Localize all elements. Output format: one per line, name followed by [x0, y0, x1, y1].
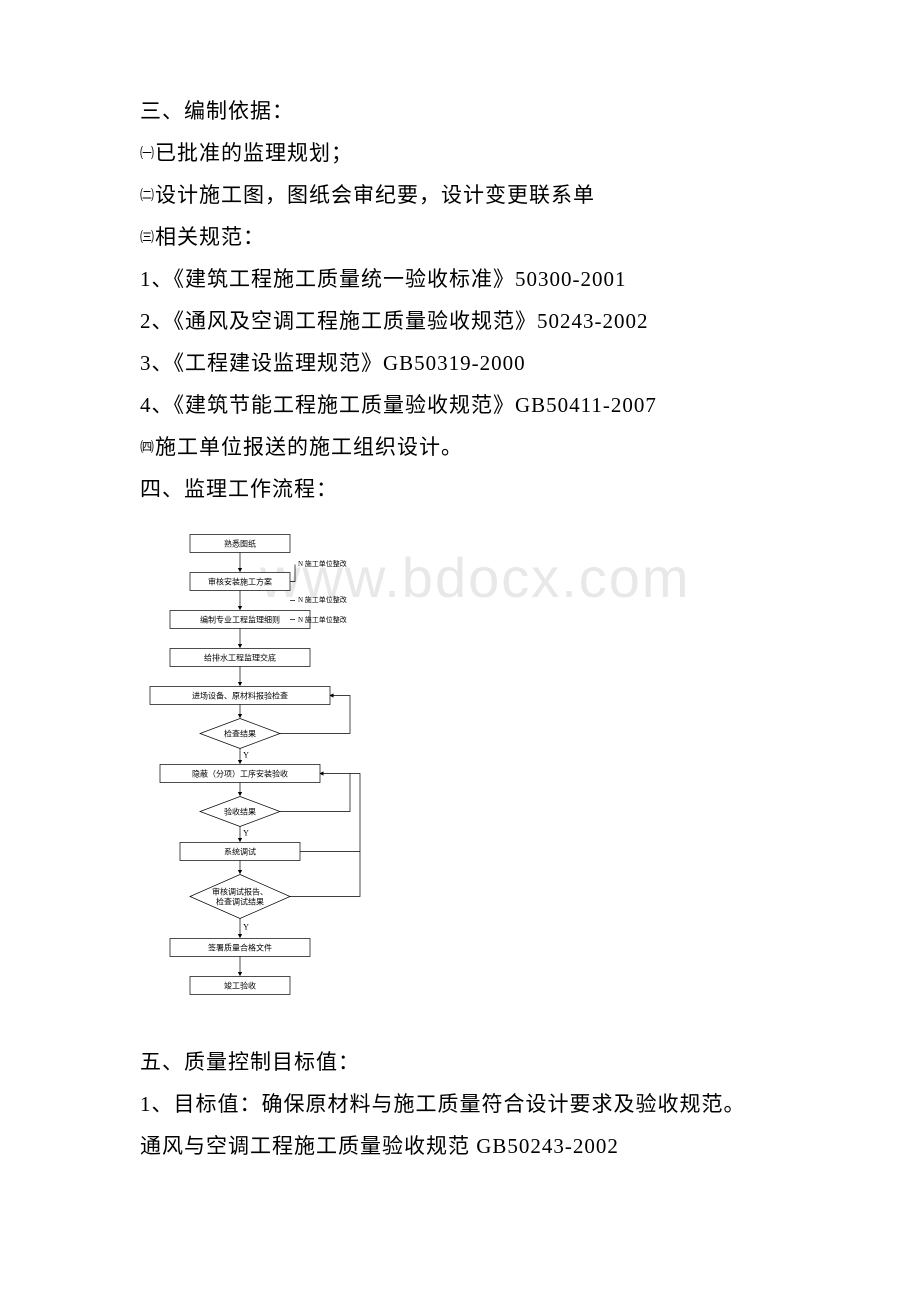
- section5-line2: 通风与空调工程施工质量验收规范 GB50243-2002: [140, 1125, 780, 1167]
- section3-title: 三、编制依据：: [140, 90, 780, 132]
- svg-text:签署质量合格文件: 签署质量合格文件: [208, 942, 272, 952]
- enum-1: ㈠: [140, 147, 155, 162]
- standard-1: 1、《建筑工程施工质量统一验收标准》50300-2001: [140, 258, 780, 300]
- svg-text:验收结果: 验收结果: [224, 806, 256, 816]
- svg-text:熟悉图纸: 熟悉图纸: [224, 538, 256, 548]
- enum-4: ㈣: [140, 441, 155, 456]
- enum-2: ㈡: [140, 189, 155, 204]
- svg-text:进场设备、原材料报验检查: 进场设备、原材料报验检查: [192, 690, 288, 700]
- svg-text:N 施工单位整改: N 施工单位整改: [298, 559, 347, 568]
- section3-item3: ㈢相关规范：: [140, 216, 780, 258]
- section3-item1-text: 已批准的监理规划；: [155, 141, 353, 165]
- section5-title: 五、质量控制目标值：: [140, 1041, 780, 1083]
- section3-item3-text: 相关规范：: [155, 225, 265, 249]
- svg-text:检查调试结果: 检查调试结果: [216, 896, 264, 906]
- svg-text:检查结果: 检查结果: [224, 728, 256, 738]
- svg-text:竣工验收: 竣工验收: [224, 980, 256, 990]
- standard-3: 3、《工程建设监理规范》GB50319-2000: [140, 342, 780, 384]
- section3-item1: ㈠已批准的监理规划；: [140, 132, 780, 174]
- svg-text:审核调试报告、: 审核调试报告、: [212, 886, 268, 896]
- svg-text:Y: Y: [243, 922, 249, 931]
- section3-item2: ㈡设计施工图，图纸会审纪要，设计变更联系单: [140, 174, 780, 216]
- workflow-flowchart: 熟悉图纸审核安装施工方案编制专业工程监理细则给排水工程监理交底进场设备、原材料报…: [140, 516, 400, 1016]
- svg-text:Y: Y: [243, 750, 249, 759]
- svg-text:隐蔽（分项）工序安装验收: 隐蔽（分项）工序安装验收: [192, 768, 288, 778]
- flowchart-container: 熟悉图纸审核安装施工方案编制专业工程监理细则给排水工程监理交底进场设备、原材料报…: [140, 516, 780, 1021]
- enum-3: ㈢: [140, 231, 155, 246]
- section3-item2-text: 设计施工图，图纸会审纪要，设计变更联系单: [155, 183, 595, 207]
- section5-line1: 1、目标值：确保原材料与施工质量符合设计要求及验收规范。: [140, 1083, 780, 1125]
- svg-text:Y: Y: [243, 828, 249, 837]
- svg-text:N 施工单位整改: N 施工单位整改: [298, 615, 347, 624]
- section4-title: 四、监理工作流程：: [140, 468, 780, 510]
- section3-item4-text: 施工单位报送的施工组织设计。: [155, 435, 463, 459]
- standard-4: 4、《建筑节能工程施工质量验收规范》GB50411-2007: [140, 384, 780, 426]
- standard-2: 2、《通风及空调工程施工质量验收规范》50243-2002: [140, 300, 780, 342]
- svg-text:审核安装施工方案: 审核安装施工方案: [208, 576, 272, 586]
- svg-text:编制专业工程监理细则: 编制专业工程监理细则: [200, 614, 280, 624]
- svg-text:给排水工程监理交底: 给排水工程监理交底: [204, 652, 276, 662]
- svg-text:系统调试: 系统调试: [224, 846, 256, 856]
- document-page: 三、编制依据： ㈠已批准的监理规划； ㈡设计施工图，图纸会审纪要，设计变更联系单…: [0, 0, 920, 1227]
- section3-item4: ㈣施工单位报送的施工组织设计。: [140, 426, 780, 468]
- svg-text:N 施工单位整改: N 施工单位整改: [298, 595, 347, 604]
